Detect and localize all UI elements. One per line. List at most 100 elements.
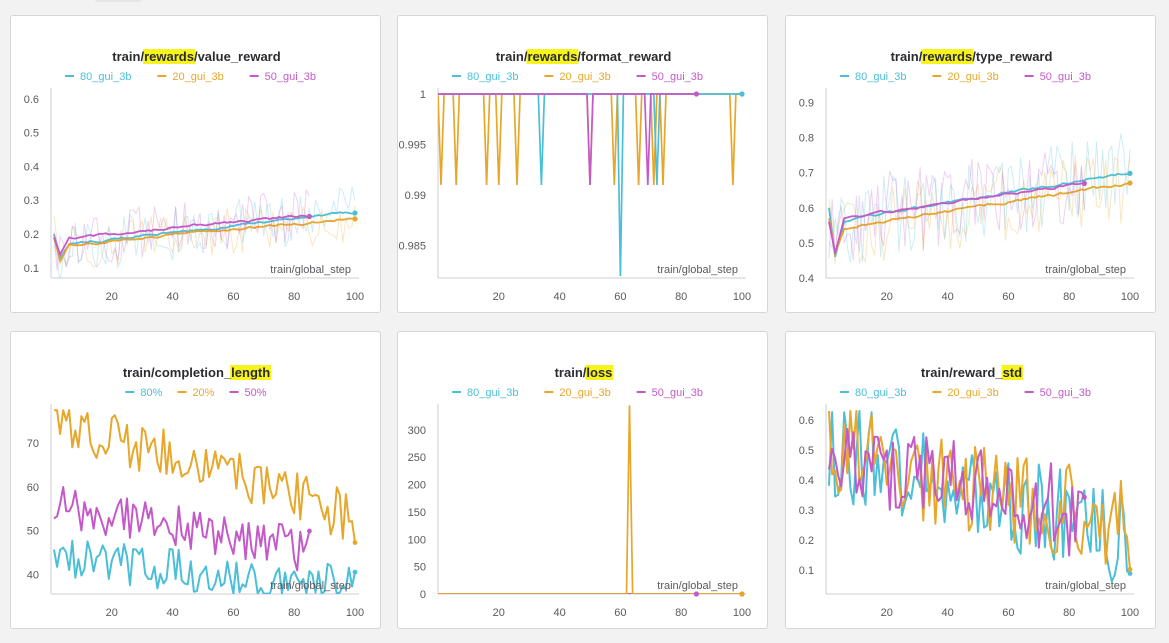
y-tick-label: 0	[420, 589, 426, 601]
end-point-50%	[307, 528, 312, 534]
plot-area	[53, 409, 356, 594]
raw-line-80_gui_3b	[53, 186, 356, 278]
plot-area	[53, 186, 356, 278]
panel-value-reward[interactable]: train/rewards/value_reward 80_gui_3b 20_gu…	[10, 15, 381, 313]
chart-completion-length: train/completion_length 80% 20% 50% 40 50 60 70…	[27, 365, 364, 619]
chart-title-text: train/loss	[555, 365, 613, 380]
title-part: train/	[496, 49, 528, 64]
y-tick-label: 0.6	[799, 415, 814, 427]
y-tick-label: 60	[27, 482, 39, 494]
x-tick-label: 80	[1063, 607, 1075, 619]
x-tick-label: 100	[346, 291, 364, 303]
y-tick-label: 70	[27, 438, 39, 450]
x-axis-label: train/global_step	[1045, 264, 1126, 276]
title-part: train/completion_	[123, 365, 232, 380]
y-tick-label: 0.995	[398, 140, 426, 152]
x-tick-label: 40	[166, 291, 178, 303]
end-point-20_gui_3b	[739, 591, 745, 597]
line-50_gui_3b	[828, 428, 1086, 557]
chart-type-reward: train/rewards/type_reward 80_gui_3b 20_gui…	[799, 49, 1139, 303]
x-tick-label: 40	[941, 607, 953, 619]
panel-reward-std[interactable]: train/reward_std 80_gui_3b 20_gui_3b 50_gui…	[785, 331, 1156, 629]
y-tick-label: 0.1	[799, 565, 814, 577]
raw-line-50_gui_3b	[53, 189, 310, 271]
y-tick-label: 0.5	[799, 445, 814, 457]
title-part: train/	[891, 49, 923, 64]
chart-title: train/loss	[555, 365, 614, 380]
end-point-20_gui_3b	[1127, 566, 1133, 572]
title-part: /value_reward	[194, 49, 281, 64]
legend-label-50_gui_3b: 50_gui_3b	[265, 71, 316, 83]
title-highlight-bg	[230, 365, 272, 380]
plot-area	[438, 405, 742, 594]
y-tick-label: 0.8	[799, 133, 814, 145]
end-point-50_gui_3b	[693, 591, 699, 597]
y-tick-label: 0.5	[799, 238, 814, 250]
y-tick-label: 50	[414, 562, 426, 574]
x-tick-label: 60	[1002, 291, 1014, 303]
chart-legend: 80_gui_3b 20_gui_3b 50_gui_3b	[452, 71, 703, 83]
chart-title-text: train/rewards/value_reward	[112, 49, 280, 64]
line-20_gui_3b	[438, 405, 742, 594]
chart-title: train/rewards/value_reward	[112, 49, 281, 64]
raw-line-20_gui_3b	[828, 154, 1131, 265]
x-tick-label: 80	[288, 291, 300, 303]
legend-label-80_gui_3b: 80_gui_3b	[80, 71, 131, 83]
panel-loss[interactable]: train/loss 80_gui_3b 20_gui_3b 50_gui_3b 0 50…	[397, 331, 768, 629]
title-highlight-part: rewards	[528, 49, 578, 64]
end-point-80_gui_3b	[352, 210, 358, 216]
y-tick-label: 0.4	[24, 161, 39, 173]
line-80_gui_3b	[828, 410, 1131, 583]
x-tick-label: 60	[227, 291, 239, 303]
y-tick-label: 0.99	[405, 190, 426, 202]
end-point-20%	[352, 540, 358, 545]
y-tick-label: 0.6	[799, 203, 814, 215]
x-axis-label: train/global_step	[657, 580, 738, 592]
smoothed-line-50_gui_3b	[53, 214, 310, 257]
x-axis-label: train/global_step	[270, 580, 351, 592]
y-tick-label: 300	[408, 425, 426, 437]
y-tick-label: 150	[408, 507, 426, 519]
smoothed-line-20_gui_3b	[828, 182, 1131, 257]
x-tick-label: 80	[288, 607, 300, 619]
panel-format-reward[interactable]: train/rewards/format_reward 80_gui_3b 20_g…	[397, 15, 768, 313]
panel-type-reward[interactable]: train/rewards/type_reward 80_gui_3b 20_gui…	[785, 15, 1156, 313]
x-tick-label: 20	[881, 291, 893, 303]
title-highlight-part: std	[1003, 365, 1023, 380]
y-tick-label: 0.3	[799, 505, 814, 517]
x-axis-label: train/global_step	[657, 264, 738, 276]
legend-label-80_gui_3b: 80_gui_3b	[855, 387, 906, 399]
smoothed-line-80_gui_3b	[53, 211, 356, 260]
y-tick-label: 0.2	[24, 229, 39, 241]
x-tick-label: 100	[733, 291, 751, 303]
x-tick-label: 60	[614, 291, 626, 303]
x-tick-label: 100	[346, 607, 364, 619]
line-80%	[53, 539, 356, 594]
end-point-50_gui_3b	[1082, 494, 1087, 500]
chart-legend: 80_gui_3b 20_gui_3b 50_gui_3b	[452, 387, 703, 399]
x-tick-label: 20	[493, 607, 505, 619]
y-tick-label: 50	[27, 526, 39, 538]
x-tick-label: 20	[106, 291, 118, 303]
plot-area	[828, 133, 1131, 265]
title-highlight-bg	[526, 49, 579, 64]
end-point-80_gui_3b	[739, 91, 745, 97]
end-point-80_gui_3b	[1127, 571, 1133, 576]
title-highlight-part: length	[231, 365, 270, 380]
title-highlight-bg	[585, 365, 614, 380]
title-highlight-part: rewards	[922, 49, 972, 64]
legend-label-20_gui_3b: 20_gui_3b	[947, 71, 998, 83]
x-tick-label: 40	[553, 291, 565, 303]
legend-label-50_gui_3b: 50_gui_3b	[652, 387, 703, 399]
raw-line-20_gui_3b	[53, 205, 356, 268]
legend-label-80_gui_3b: 80_gui_3b	[855, 71, 906, 83]
end-point-50_gui_3b	[306, 213, 312, 220]
end-point-50_gui_3b	[693, 91, 699, 97]
line-50%	[53, 486, 311, 572]
chart-value-reward: train/rewards/value_reward 80_gui_3b 20_gu…	[24, 49, 364, 303]
panel-completion-length[interactable]: train/completion_length 80% 20% 50% 40 50 60 70…	[10, 331, 381, 629]
y-tick-label: 0.3	[24, 195, 39, 207]
title-part: /type_reward	[972, 49, 1052, 64]
y-tick-label: 200	[408, 480, 426, 492]
x-tick-label: 40	[941, 291, 953, 303]
